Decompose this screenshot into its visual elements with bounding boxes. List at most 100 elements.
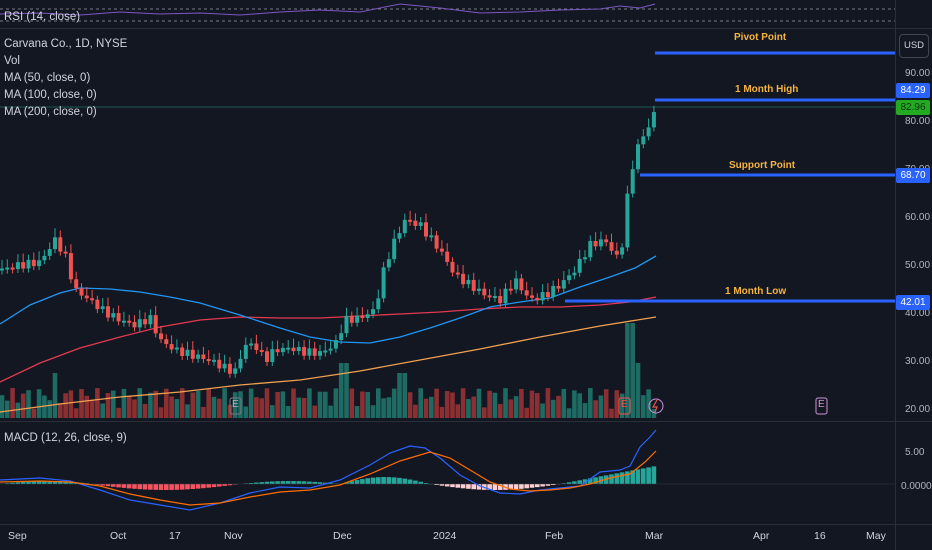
volume-bar <box>307 388 312 418</box>
volume-bar <box>365 391 370 418</box>
candle-body <box>238 358 243 369</box>
volume-bar <box>354 406 360 418</box>
ma200-line <box>0 316 657 413</box>
candle-body <box>90 298 95 301</box>
candle-body <box>132 321 137 328</box>
macd-histogram-bar <box>15 482 21 484</box>
candle-body <box>572 272 577 276</box>
earnings-marker[interactable]: E <box>621 399 628 410</box>
candle-body <box>450 261 455 273</box>
candle-body <box>84 295 89 299</box>
volume-bar <box>450 392 455 418</box>
price-axis[interactable] <box>895 0 932 550</box>
volume-bar <box>174 399 180 418</box>
signal-line <box>0 450 657 506</box>
macd-histogram-bar <box>487 484 492 490</box>
volume-bar <box>0 395 5 418</box>
candle-body <box>243 344 248 359</box>
candle-body <box>153 315 158 334</box>
pivot-point-label[interactable]: Pivot Point <box>734 32 787 43</box>
macd-histogram-bar <box>105 484 111 487</box>
macd-histogram-bar <box>206 484 211 488</box>
symbol-title[interactable]: Carvana Co., 1D, NYSE <box>4 38 128 50</box>
candle-body <box>402 219 407 234</box>
earnings-marker[interactable]: E <box>818 399 825 410</box>
candle-body <box>445 251 450 262</box>
macd-legend[interactable]: MACD (12, 26, close, 9) <box>4 432 127 444</box>
earnings-marker[interactable]: E <box>232 399 239 410</box>
price-tick: 20.00 <box>905 404 931 415</box>
ma50-line <box>0 255 657 344</box>
macd-histogram-bar <box>423 483 429 484</box>
macd-histogram-bar <box>550 484 556 485</box>
candle-body <box>68 253 73 280</box>
macd-histogram-bar <box>646 467 651 484</box>
ma50-legend[interactable]: MA (50, close, 0) <box>4 72 91 84</box>
main-legend[interactable]: Carvana Co., 1D, NYSE Vol MA (50, close,… <box>4 36 127 121</box>
month-low-label[interactable]: 1 Month Low <box>725 286 787 297</box>
volume-bar <box>391 388 397 418</box>
time-tick: Apr <box>753 530 770 542</box>
candle-body <box>651 112 656 128</box>
volume-bar <box>535 393 540 418</box>
volume-bar <box>413 404 418 418</box>
macd-histogram-bar <box>148 484 153 490</box>
macd-histogram-bar <box>174 484 180 490</box>
volume-bar <box>206 388 211 418</box>
macd-histogram-bar <box>5 483 10 484</box>
time-tick: Sep <box>8 530 27 542</box>
macd-histogram-bar <box>211 484 217 488</box>
macd-histogram-bar <box>397 477 402 484</box>
candle-body <box>116 313 121 322</box>
time-tick: Mar <box>645 530 664 542</box>
volume-bar <box>603 389 609 418</box>
currency-button[interactable]: USD <box>899 34 929 58</box>
ma100-legend[interactable]: MA (100, close, 0) <box>4 89 97 101</box>
candle-body <box>598 239 603 247</box>
volume-bar <box>73 408 79 418</box>
candle-body <box>302 347 307 356</box>
candle-body <box>477 288 481 291</box>
volume-bar <box>121 388 127 418</box>
ma200-legend[interactable]: MA (200, close, 0) <box>4 106 97 118</box>
candle-body <box>392 238 397 260</box>
macd-histogram-bar <box>444 484 450 487</box>
candle-body <box>212 359 216 362</box>
macd-histogram-bar <box>360 479 365 484</box>
candle-body <box>323 350 328 353</box>
candle-body <box>185 349 190 356</box>
candle-body <box>519 278 524 291</box>
volume-bar <box>47 400 52 418</box>
volume-bar <box>211 396 217 418</box>
candle-body <box>397 233 402 239</box>
month-high-label[interactable]: 1 Month High <box>735 84 799 95</box>
macd-histogram-bar <box>641 468 646 484</box>
volume-bar <box>195 391 201 418</box>
volume-bar <box>561 389 567 418</box>
volume-bar <box>619 393 625 418</box>
volume-legend[interactable]: Vol <box>4 55 20 67</box>
volume-bar <box>386 397 392 418</box>
candle-body <box>514 278 519 290</box>
volume-bar <box>89 399 95 418</box>
support-point-label[interactable]: Support Point <box>729 160 796 171</box>
candle-body <box>222 363 227 369</box>
volume-bar <box>20 393 26 418</box>
rsi-legend[interactable]: RSI (14, close) <box>4 11 81 23</box>
time-tick: Oct <box>110 530 127 542</box>
time-tick: 16 <box>814 530 826 542</box>
candle-body <box>206 359 211 362</box>
candle-body <box>74 279 79 289</box>
macd-histogram-bar <box>10 482 15 484</box>
macd-histogram-bar <box>354 480 360 484</box>
volume-bar <box>105 393 111 418</box>
candle-body <box>26 259 31 269</box>
volume-bar <box>52 373 58 418</box>
volume-bar <box>148 392 153 418</box>
macd-histogram-bar <box>280 481 286 484</box>
candle-body <box>429 235 434 238</box>
time-axis-separator <box>0 524 932 525</box>
macd-histogram-bar <box>291 481 296 484</box>
macd-histogram-bar <box>20 481 26 484</box>
